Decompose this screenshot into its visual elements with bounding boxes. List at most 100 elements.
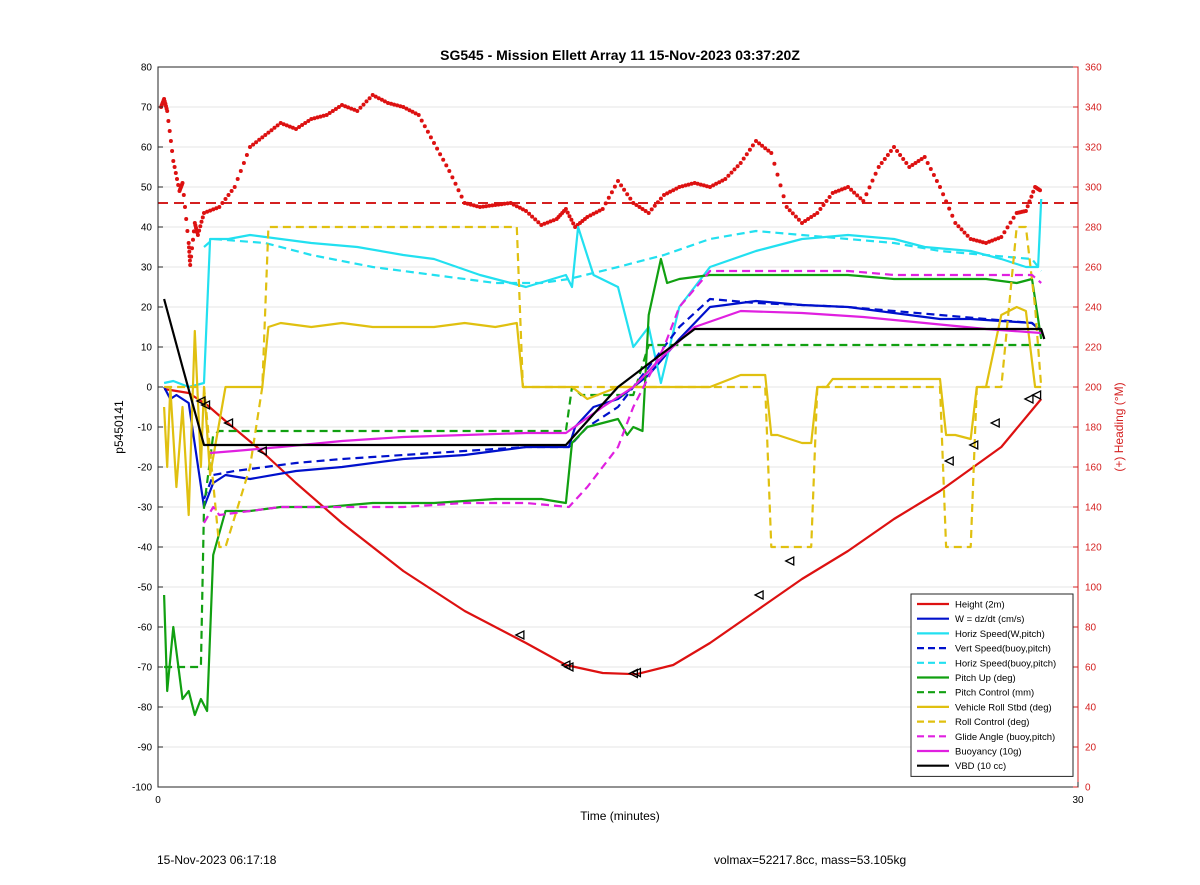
series-line xyxy=(164,225,1043,549)
heading-point xyxy=(563,207,568,211)
heading-point xyxy=(680,184,685,189)
heading-point xyxy=(395,103,400,108)
heading-point xyxy=(462,201,467,205)
heading-point xyxy=(333,107,338,111)
y-tick-label: -80 xyxy=(138,703,153,714)
heading-point xyxy=(184,217,189,221)
heading-point xyxy=(379,97,384,102)
heading-point xyxy=(959,227,964,232)
heading-point xyxy=(195,233,200,237)
heading-point xyxy=(232,185,237,189)
heading-point xyxy=(517,205,522,210)
heading-point xyxy=(625,192,630,197)
y2-tick-label: 240 xyxy=(1085,303,1102,314)
heading-point xyxy=(453,181,458,186)
heading-point xyxy=(450,175,455,180)
heading-point xyxy=(223,197,228,201)
heading-point xyxy=(637,205,642,209)
legend-label: Roll Control (deg) xyxy=(955,717,1029,728)
heading-point xyxy=(382,99,387,104)
heading-point xyxy=(205,209,210,214)
heading-point xyxy=(741,156,746,161)
triangle-marker xyxy=(968,439,979,451)
heading-point xyxy=(793,214,798,219)
heading-point xyxy=(435,146,440,151)
series-line xyxy=(163,257,1043,717)
heading-point xyxy=(186,241,191,245)
heading-point xyxy=(211,207,216,212)
heading-point xyxy=(683,183,688,188)
y2-tick-label: 20 xyxy=(1085,743,1097,754)
heading-point xyxy=(432,141,436,145)
heading-point xyxy=(367,96,372,101)
heading-point xyxy=(441,157,446,162)
heading-point xyxy=(591,211,596,216)
y2-tick-label: 0 xyxy=(1085,783,1091,794)
heading-point xyxy=(468,202,473,207)
heading-point xyxy=(910,163,915,167)
heading-point xyxy=(919,157,924,161)
y-tick-label: 0 xyxy=(146,383,152,394)
heading-point xyxy=(701,183,706,188)
heading-point xyxy=(413,111,418,116)
heading-point xyxy=(616,179,620,183)
heading-point xyxy=(892,145,896,149)
legend: Height (2m) W = dz/dt (cm/s) Horiz Speed(W… xyxy=(910,593,1074,777)
heading-point xyxy=(649,207,654,212)
heading-point xyxy=(567,214,572,219)
heading-point xyxy=(278,121,283,125)
heading-point xyxy=(281,122,286,127)
heading-point xyxy=(1027,199,1032,204)
heading-point xyxy=(612,184,617,189)
y2-tick-label: 200 xyxy=(1085,383,1102,394)
heading-point xyxy=(796,217,801,222)
heading-point xyxy=(166,119,171,123)
legend-label: VBD (10 cc) xyxy=(955,761,1006,772)
heading-point xyxy=(999,235,1004,239)
heading-point xyxy=(200,215,205,220)
heading-point xyxy=(634,203,639,207)
heading-point xyxy=(438,152,443,157)
heading-point xyxy=(594,210,599,215)
heading-point xyxy=(502,201,507,206)
heading-point xyxy=(790,211,795,216)
y-tick-label: 10 xyxy=(141,343,153,354)
heading-point xyxy=(318,114,323,119)
heading-point xyxy=(257,137,262,142)
heading-point xyxy=(484,204,489,209)
heading-point xyxy=(530,214,535,219)
heading-point xyxy=(846,185,850,189)
triangle-marker xyxy=(943,455,954,467)
heading-point xyxy=(465,201,470,206)
triangle-marker xyxy=(256,445,267,457)
axes: -100-90-80-70-60-50-40-30-20-10010203040… xyxy=(132,63,1102,807)
heading-point xyxy=(168,139,173,143)
heading-point xyxy=(729,170,734,175)
heading-point xyxy=(505,201,510,206)
heading-point xyxy=(809,215,814,219)
heading-point xyxy=(481,204,486,209)
heading-point xyxy=(852,190,857,195)
heading-point xyxy=(199,219,204,224)
y2-tick-label: 260 xyxy=(1085,263,1102,274)
heading-point xyxy=(769,151,774,155)
heading-point xyxy=(925,161,930,165)
heading-point xyxy=(266,130,271,135)
heading-point xyxy=(692,181,697,185)
legend-label: Pitch Up (deg) xyxy=(955,673,1016,684)
heading-point xyxy=(370,93,375,97)
x-axis-label: Time (minutes) xyxy=(580,809,660,823)
heading-point xyxy=(306,119,311,123)
heading-point xyxy=(244,153,249,157)
y-tick-label: -50 xyxy=(138,583,153,594)
legend-label: Pitch Control (mm) xyxy=(955,688,1034,699)
y2-tick-label: 220 xyxy=(1085,343,1102,354)
heading-point xyxy=(723,177,728,181)
heading-point xyxy=(984,241,988,245)
y2-tick-label: 320 xyxy=(1085,143,1102,154)
heading-point xyxy=(839,187,844,192)
heading-point xyxy=(806,217,811,221)
heading-point xyxy=(803,219,808,223)
y2-tick-label: 100 xyxy=(1085,583,1102,594)
heading-point xyxy=(315,115,320,120)
